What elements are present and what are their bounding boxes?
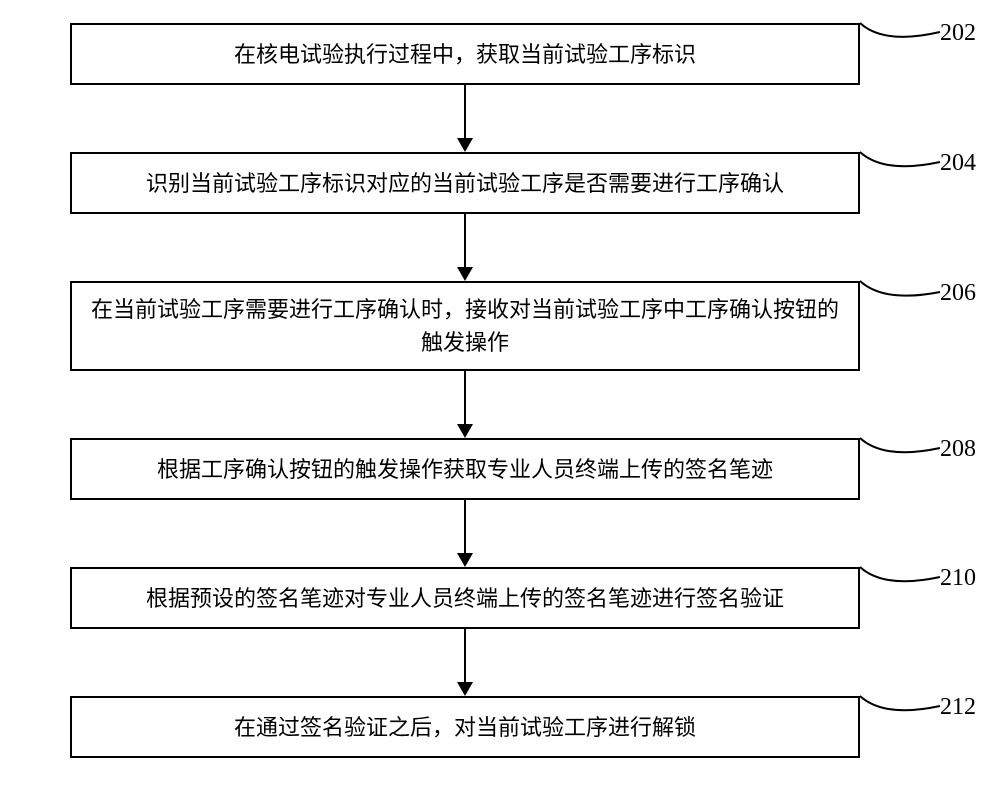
flow-arrow-head <box>457 267 473 281</box>
flow-arrow-line <box>464 214 466 267</box>
flow-arrow-head <box>457 424 473 438</box>
flowchart-canvas: 在核电试验执行过程中，获取当前试验工序标识 202 识别当前试验工序标识对应的当前试… <box>0 0 1000 791</box>
flow-node-text: 在通过签名验证之后，对当前试验工序进行解锁 <box>82 711 848 744</box>
flow-arrow-head <box>457 682 473 696</box>
flow-node: 根据工序确认按钮的触发操作获取专业人员终端上传的签名笔迹 <box>70 438 860 500</box>
flow-arrow-line <box>464 371 466 424</box>
flow-arrow-line <box>464 629 466 682</box>
flow-node: 在通过签名验证之后，对当前试验工序进行解锁 <box>70 696 860 758</box>
flow-node-label: 206 <box>940 280 976 307</box>
flow-arrow-line <box>464 500 466 553</box>
flow-arrow-head <box>457 553 473 567</box>
flow-node-label: 204 <box>940 150 976 177</box>
flow-node-label: 202 <box>940 20 976 47</box>
flow-arrow-head <box>457 138 473 152</box>
label-connector <box>856 563 944 607</box>
flow-node: 在当前试验工序需要进行工序确认时，接收对当前试验工序中工序确认按钮的触发操作 <box>70 281 860 371</box>
label-connector <box>856 692 944 736</box>
flow-node: 在核电试验执行过程中，获取当前试验工序标识 <box>70 23 860 85</box>
flow-node: 识别当前试验工序标识对应的当前试验工序是否需要进行工序确认 <box>70 152 860 214</box>
flow-arrow-line <box>464 85 466 138</box>
label-connector <box>856 148 944 192</box>
flow-node-text: 根据预设的签名笔迹对专业人员终端上传的签名笔迹进行签名验证 <box>82 582 848 615</box>
flow-node-label: 212 <box>940 694 976 721</box>
flow-node-text: 在当前试验工序需要进行工序确认时，接收对当前试验工序中工序确认按钮的触发操作 <box>82 293 848 359</box>
flow-node-text: 在核电试验执行过程中，获取当前试验工序标识 <box>82 38 848 71</box>
flow-node-text: 识别当前试验工序标识对应的当前试验工序是否需要进行工序确认 <box>82 167 848 200</box>
flow-node-label: 210 <box>940 565 976 592</box>
flow-node-label: 208 <box>940 436 976 463</box>
label-connector <box>856 434 944 478</box>
label-connector <box>856 19 944 62</box>
flow-node: 根据预设的签名笔迹对专业人员终端上传的签名笔迹进行签名验证 <box>70 567 860 629</box>
flow-node-text: 根据工序确认按钮的触发操作获取专业人员终端上传的签名笔迹 <box>82 453 848 486</box>
label-connector <box>856 277 944 322</box>
